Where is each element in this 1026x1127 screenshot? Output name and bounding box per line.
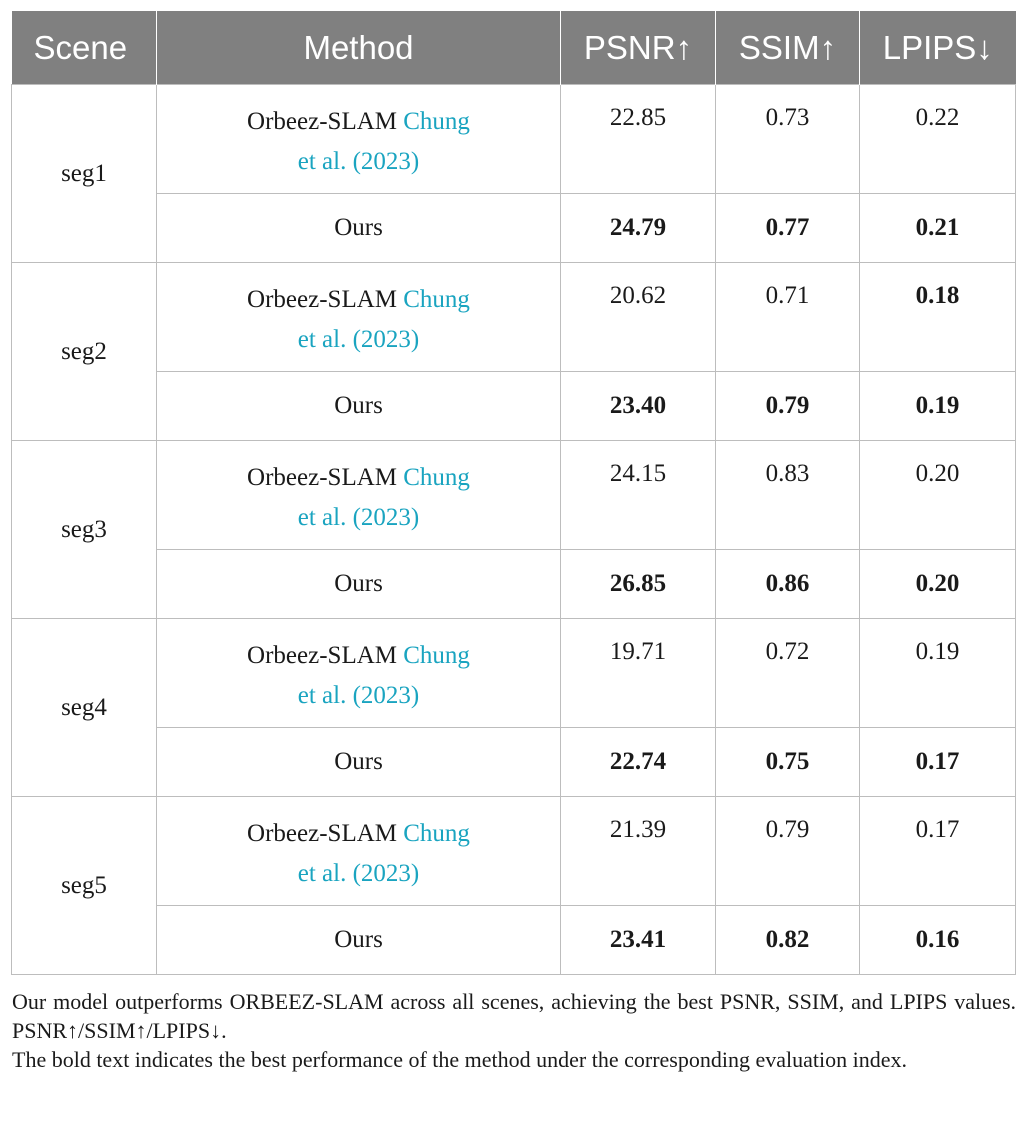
table-row: seg4 Orbeez-SLAM Chung et al. (2023) 19.… <box>11 618 1016 797</box>
results-table: Scene Method PSNR↑ SSIM↑ LPIPS↓ seg1 Orb… <box>11 11 1016 975</box>
method-name: Ours <box>156 371 561 441</box>
method-name: Orbeez-SLAM <box>247 820 397 847</box>
lpips-value: 0.20 <box>859 549 1016 619</box>
citation-link[interactable]: et al. (2023) <box>297 326 420 353</box>
psnr-value: 22.85 <box>560 84 716 194</box>
ssim-value: 0.73 <box>715 84 860 194</box>
scene-label: seg5 <box>11 796 157 975</box>
scene-label: seg3 <box>11 440 157 619</box>
lpips-value: 0.19 <box>859 371 1016 441</box>
header-ssim: SSIM↑ <box>715 11 860 85</box>
method-cell: Orbeez-SLAM Chung et al. (2023) <box>156 84 561 194</box>
psnr-value: 24.15 <box>560 440 716 550</box>
scene-label: seg1 <box>11 84 157 263</box>
ssim-value: 0.79 <box>715 796 860 906</box>
header-lpips: LPIPS↓ <box>859 11 1016 85</box>
ssim-value: 0.83 <box>715 440 860 550</box>
header-psnr: PSNR↑ <box>560 11 716 85</box>
table-row: seg2 Orbeez-SLAM Chung et al. (2023) 20.… <box>11 262 1016 441</box>
method-cell: Orbeez-SLAM Chung et al. (2023) <box>156 796 561 906</box>
lpips-value: 0.18 <box>859 262 1016 372</box>
psnr-value: 19.71 <box>560 618 716 728</box>
citation-link[interactable]: et al. (2023) <box>297 860 420 887</box>
psnr-value: 21.39 <box>560 796 716 906</box>
table-row: seg3 Orbeez-SLAM Chung et al. (2023) 24.… <box>11 440 1016 619</box>
lpips-value: 0.19 <box>859 618 1016 728</box>
lpips-value: 0.16 <box>859 905 1016 975</box>
footnote-summary: Our model outperforms ORBEEZ-SLAM across… <box>12 989 1016 1043</box>
psnr-value: 20.62 <box>560 262 716 372</box>
lpips-value: 0.17 <box>859 796 1016 906</box>
method-name: Orbeez-SLAM <box>247 108 397 135</box>
ssim-value: 0.75 <box>715 727 860 797</box>
lpips-value: 0.17 <box>859 727 1016 797</box>
lpips-value: 0.22 <box>859 84 1016 194</box>
citation-link[interactable]: Chung <box>403 464 470 491</box>
scene-label: seg2 <box>11 262 157 441</box>
table-row: Ours 24.79 0.77 0.21 <box>12 193 1016 263</box>
psnr-value: 24.79 <box>560 193 716 263</box>
table-row: seg5 Orbeez-SLAM Chung et al. (2023) 21.… <box>11 796 1016 975</box>
citation-link[interactable]: et al. (2023) <box>297 148 420 175</box>
citation-link[interactable]: Chung <box>403 642 470 669</box>
ssim-value: 0.77 <box>715 193 860 263</box>
method-name: Orbeez-SLAM <box>247 464 397 491</box>
ssim-value: 0.82 <box>715 905 860 975</box>
table-row: Ours 23.40 0.79 0.19 <box>12 371 1016 441</box>
table-row: Ours 26.85 0.86 0.20 <box>12 549 1016 619</box>
ssim-value: 0.71 <box>715 262 860 372</box>
psnr-value: 26.85 <box>560 549 716 619</box>
scene-label: seg4 <box>11 618 157 797</box>
table-row: seg1 Orbeez-SLAM Chung et al. (2023) 22.… <box>11 84 1016 263</box>
psnr-value: 23.41 <box>560 905 716 975</box>
method-name: Orbeez-SLAM <box>247 286 397 313</box>
lpips-value: 0.20 <box>859 440 1016 550</box>
method-cell: Orbeez-SLAM Chung et al. (2023) <box>156 440 561 550</box>
ssim-value: 0.79 <box>715 371 860 441</box>
citation-link[interactable]: et al. (2023) <box>297 504 420 531</box>
header-row: Scene Method PSNR↑ SSIM↑ LPIPS↓ <box>11 11 1016 85</box>
method-name: Orbeez-SLAM <box>247 642 397 669</box>
lpips-value: 0.21 <box>859 193 1016 263</box>
header-scene: Scene <box>11 11 157 85</box>
citation-link[interactable]: Chung <box>403 820 470 847</box>
footnote-bold-note: The bold text indicates the best perform… <box>12 1047 907 1072</box>
method-name: Ours <box>156 727 561 797</box>
method-name: Ours <box>156 193 561 263</box>
psnr-value: 23.40 <box>560 371 716 441</box>
citation-link[interactable]: et al. (2023) <box>297 682 420 709</box>
ssim-value: 0.72 <box>715 618 860 728</box>
table-row: Ours 22.74 0.75 0.17 <box>12 727 1016 797</box>
method-name: Ours <box>156 905 561 975</box>
citation-link[interactable]: Chung <box>403 108 470 135</box>
method-cell: Orbeez-SLAM Chung et al. (2023) <box>156 262 561 372</box>
table-row: Ours 23.41 0.82 0.16 <box>12 905 1016 975</box>
method-name: Ours <box>156 549 561 619</box>
header-method: Method <box>156 11 561 85</box>
psnr-value: 22.74 <box>560 727 716 797</box>
table-footnotes: Our model outperforms ORBEEZ-SLAM across… <box>12 987 1016 1074</box>
citation-link[interactable]: Chung <box>403 286 470 313</box>
method-cell: Orbeez-SLAM Chung et al. (2023) <box>156 618 561 728</box>
ssim-value: 0.86 <box>715 549 860 619</box>
